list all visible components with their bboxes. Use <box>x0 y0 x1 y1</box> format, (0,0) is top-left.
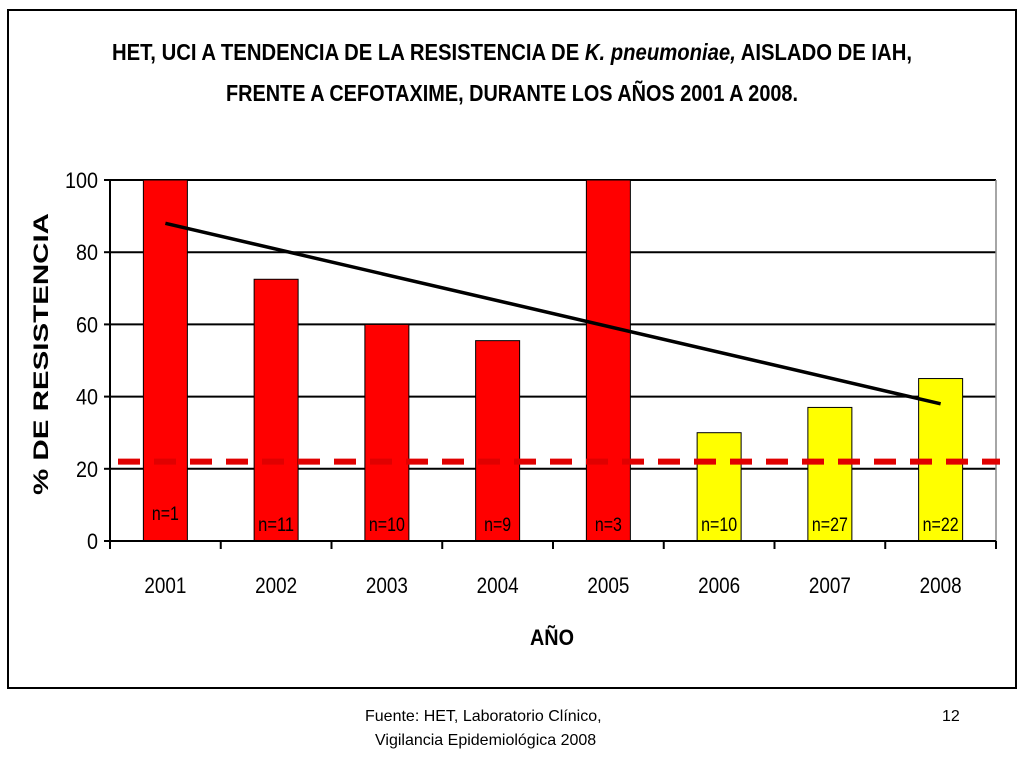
x-tick-label: 2006 <box>698 573 740 598</box>
n-label: n=11 <box>258 515 294 536</box>
x-axis-label: AÑO <box>530 625 574 650</box>
y-tick-label: 40 <box>76 385 98 410</box>
source-line-1: Fuente: HET, Laboratorio Clínico, <box>365 708 602 725</box>
n-label: n=27 <box>812 515 848 536</box>
bar-2005 <box>585 179 631 542</box>
page-number: 12 <box>942 708 960 725</box>
x-tick-label: 2007 <box>809 573 851 598</box>
y-axis-label: % DE RESISTENCIA <box>30 213 53 495</box>
y-tick-label: 0 <box>87 529 98 554</box>
n-label: n=9 <box>484 515 511 536</box>
x-tick-label: 2003 <box>366 573 408 598</box>
source-line-2: Vigilancia Epidemiológica 2008 <box>375 732 597 749</box>
n-label: n=10 <box>701 515 737 536</box>
n-label: n=10 <box>369 515 405 536</box>
bar-2006 <box>696 432 742 542</box>
x-tick-label: 2002 <box>255 573 297 598</box>
bar-2004 <box>475 340 521 542</box>
chart-title-line1: HET, UCI A TENDENCIA DE LA RESISTENCIA D… <box>112 39 912 65</box>
x-tick-label: 2008 <box>920 573 962 598</box>
bar-2007 <box>807 406 853 542</box>
y-tick-label: 100 <box>65 168 98 193</box>
chart-title-line2: FRENTE A CEFOTAXIME, DURANTE LOS AÑOS 20… <box>226 79 798 106</box>
bar-2003 <box>364 323 410 542</box>
y-tick-label: 20 <box>76 457 98 482</box>
trendline <box>164 221 942 406</box>
n-label: n=1 <box>152 504 179 525</box>
x-tick-label: 2001 <box>144 573 186 598</box>
y-tick-label: 60 <box>76 312 98 337</box>
bar-2001 <box>142 179 188 542</box>
x-tick-label: 2005 <box>587 573 629 598</box>
bar-2002 <box>253 278 299 542</box>
y-tick-label: 80 <box>76 240 98 265</box>
n-label: n=3 <box>595 515 622 536</box>
n-label: n=22 <box>923 515 959 536</box>
x-tick-label: 2004 <box>477 573 519 598</box>
